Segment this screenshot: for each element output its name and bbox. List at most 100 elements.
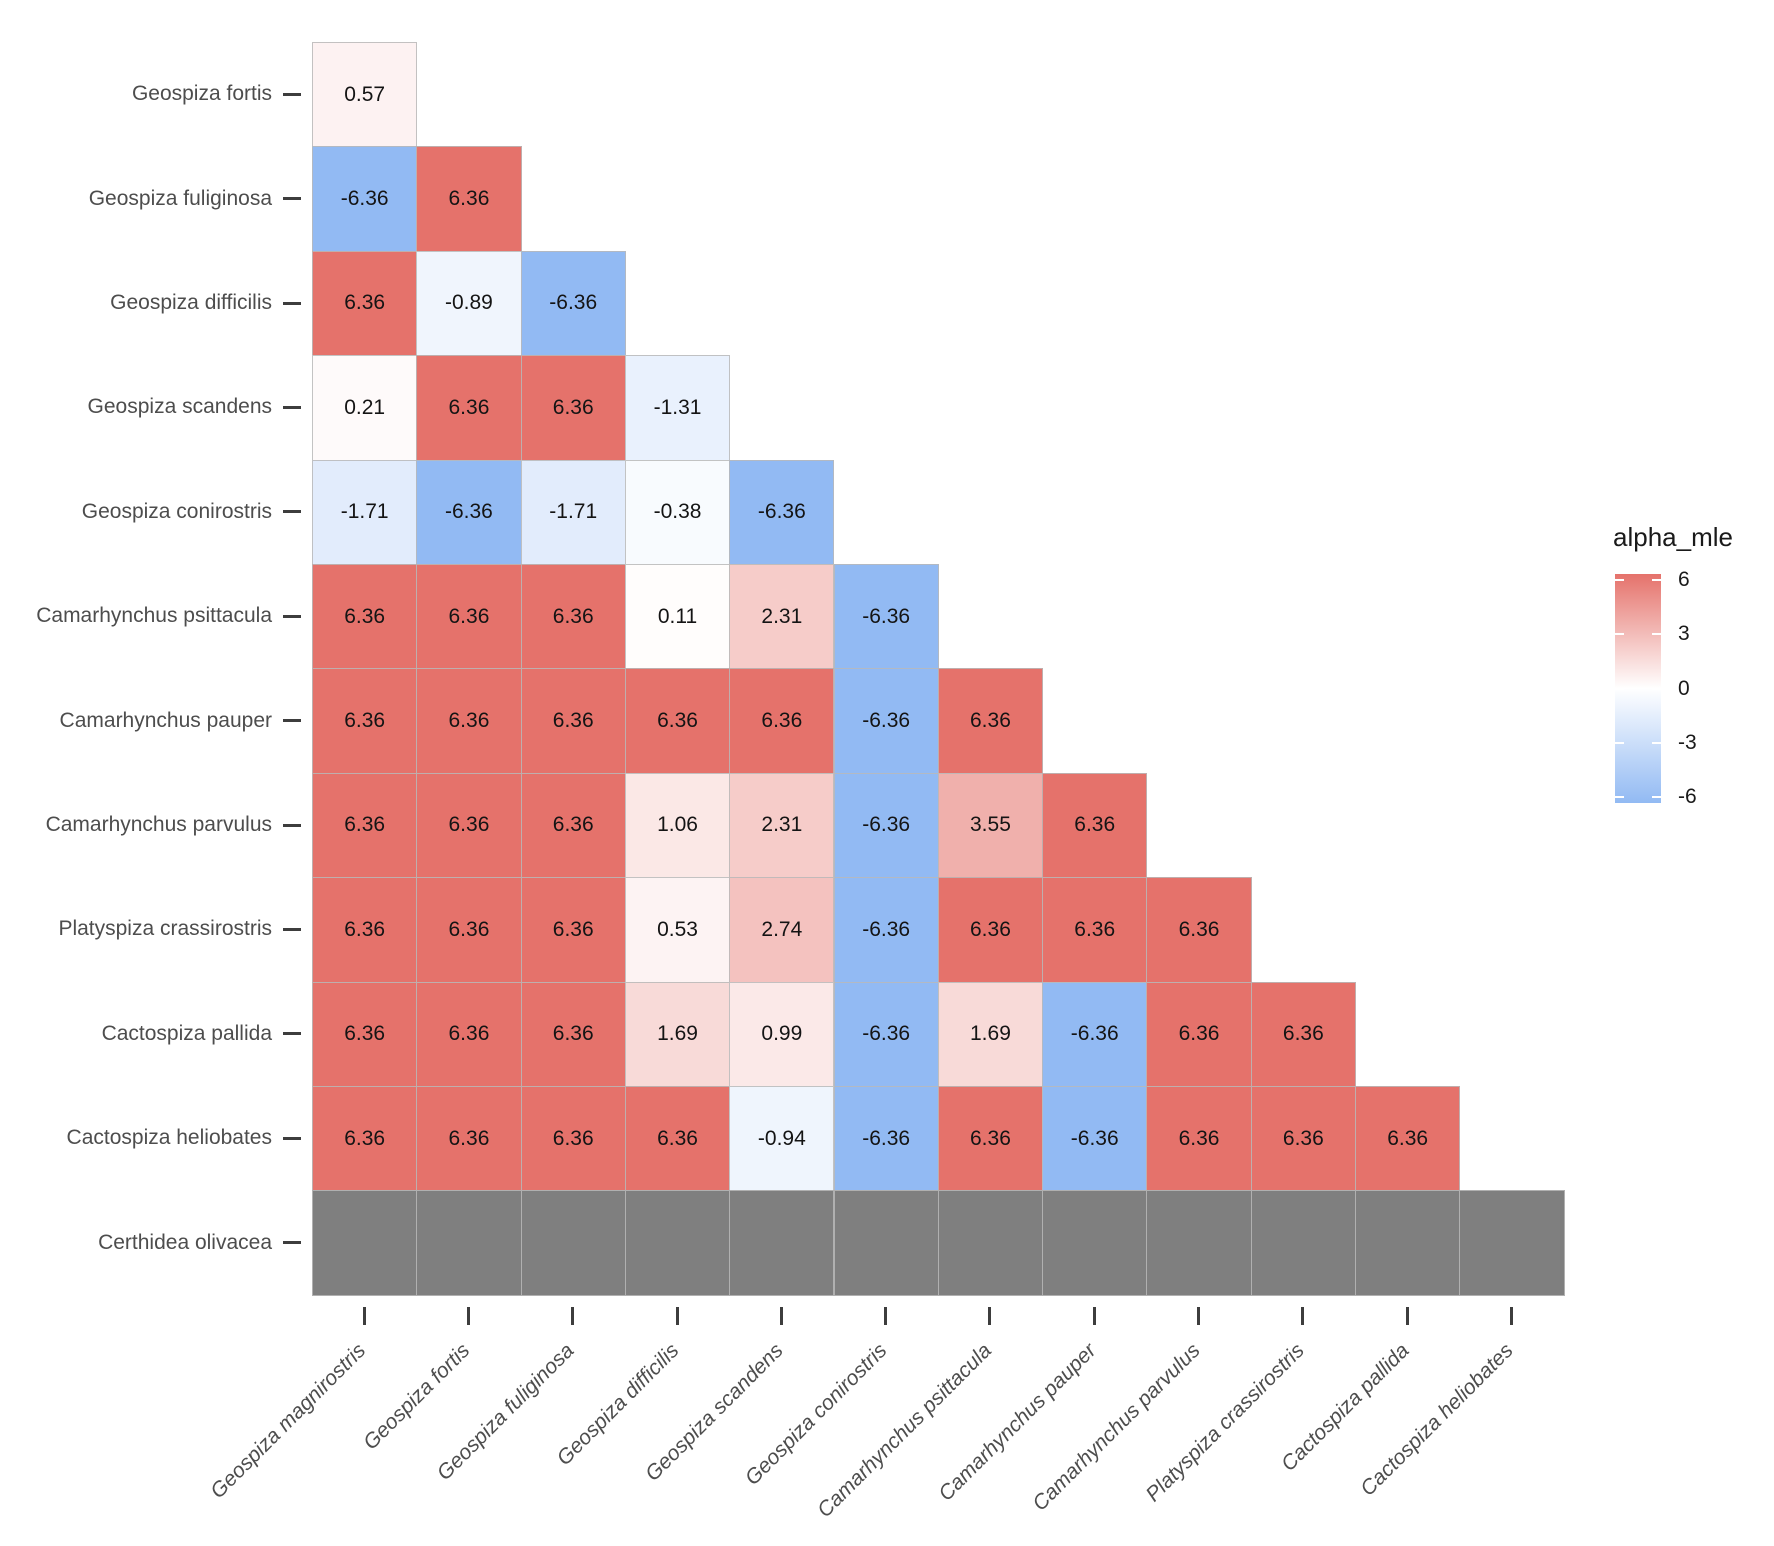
heatmap-cell: -0.38 xyxy=(624,459,731,565)
heatmap-cell: -0.89 xyxy=(416,250,522,357)
heatmap-cell xyxy=(1042,1190,1148,1296)
heatmap-cell: 6.36 xyxy=(520,1086,626,1192)
heatmap-cell: 0.57 xyxy=(312,42,418,148)
heatmap-cell: 6.36 xyxy=(520,564,626,670)
heatmap-cell: 0.11 xyxy=(624,564,731,670)
x-axis-tick xyxy=(1509,1306,1513,1325)
legend-title: alpha_mle xyxy=(1613,522,1733,552)
y-axis-label: Camarhynchus parvulus xyxy=(45,813,272,836)
heatmap-cell: -6.36 xyxy=(833,772,939,879)
heatmap-cell: 6.36 xyxy=(312,668,418,774)
heatmap-cell: 6.36 xyxy=(1146,1086,1252,1192)
y-axis-label: Certhidea olivacea xyxy=(98,1230,272,1254)
x-axis-tick xyxy=(884,1306,888,1325)
heatmap-cell: 6.36 xyxy=(1250,1086,1356,1192)
heatmap-cell: -6.36 xyxy=(833,1086,939,1192)
heatmap-cell: -6.36 xyxy=(312,146,418,252)
heatmap-cell: 6.36 xyxy=(520,877,626,983)
heatmap-cell: 6.36 xyxy=(416,146,522,252)
legend-colorbar-tick xyxy=(1652,795,1661,798)
heatmap-cell: -6.36 xyxy=(729,459,835,565)
x-axis-tick xyxy=(1405,1306,1409,1325)
y-axis-tick xyxy=(283,197,301,201)
legend-colorbar-tick xyxy=(1615,795,1624,798)
heatmap-cell xyxy=(937,1190,1044,1296)
heatmap-cell: 6.36 xyxy=(312,564,418,670)
heatmap-cell: -6.36 xyxy=(833,564,939,670)
y-axis-tick xyxy=(283,1136,301,1140)
heatmap-cell: 1.69 xyxy=(624,981,731,1087)
legend-colorbar-tick xyxy=(1615,633,1624,636)
heatmap-cell: 6.36 xyxy=(1146,981,1252,1087)
heatmap-cell: -6.36 xyxy=(1042,981,1148,1087)
heatmap-cell xyxy=(1146,1190,1252,1296)
y-axis-tick xyxy=(283,301,301,305)
y-axis-label: Platyspiza crassirostris xyxy=(58,917,272,941)
heatmap-cell: 6.36 xyxy=(520,772,626,879)
heatmap-cell: 3.55 xyxy=(937,772,1044,879)
heatmap-cell: 6.36 xyxy=(416,1086,522,1192)
heatmap-cell: 6.36 xyxy=(312,250,418,357)
heatmap-cell: 6.36 xyxy=(416,564,522,670)
heatmap-cell: 6.36 xyxy=(624,1086,731,1192)
heatmap-cell: 6.36 xyxy=(1042,877,1148,983)
x-axis-tick xyxy=(362,1306,366,1325)
heatmap-cell: -1.71 xyxy=(520,459,626,565)
heatmap-cell: -1.71 xyxy=(312,459,418,565)
heatmap-cell: -6.36 xyxy=(833,668,939,774)
heatmap-cell: -6.36 xyxy=(833,877,939,983)
legend-tick-label: 6 xyxy=(1678,568,1690,592)
heatmap-cell: 2.31 xyxy=(729,772,835,879)
legend-colorbar-tick xyxy=(1615,687,1624,690)
heatmap-cell: 6.36 xyxy=(520,981,626,1087)
heatmap-cell: 6.36 xyxy=(1250,981,1356,1087)
heatmap-cell: 6.36 xyxy=(312,981,418,1087)
heatmap-cell: 6.36 xyxy=(624,668,731,774)
heatmap-cell: 6.36 xyxy=(312,1086,418,1192)
heatmap-cell xyxy=(416,1190,522,1296)
heatmap-cell: 6.36 xyxy=(937,1086,1044,1192)
heatmap-cell: 6.36 xyxy=(1042,772,1148,879)
legend-colorbar-tick xyxy=(1652,579,1661,582)
y-axis-tick xyxy=(283,614,301,618)
legend-tick-label: -3 xyxy=(1678,730,1697,754)
heatmap-cell: -6.36 xyxy=(833,981,939,1087)
y-axis-tick xyxy=(283,719,301,723)
legend-colorbar-tick xyxy=(1652,741,1661,744)
heatmap-cell: 6.36 xyxy=(312,772,418,879)
y-axis-tick xyxy=(283,1032,301,1036)
heatmap-cell xyxy=(729,1190,835,1296)
y-axis-label: Geospiza difficilis xyxy=(110,291,272,314)
heatmap-cell: 6.36 xyxy=(416,772,522,879)
x-axis-tick xyxy=(1301,1306,1305,1325)
heatmap-cell: 0.21 xyxy=(312,355,418,461)
x-axis-tick xyxy=(675,1306,679,1325)
x-axis-tick xyxy=(988,1306,992,1325)
x-axis-tick xyxy=(779,1306,783,1325)
legend-tick-label: 0 xyxy=(1678,676,1690,700)
y-axis-tick xyxy=(283,927,301,931)
heatmap-cell: 6.36 xyxy=(416,668,522,774)
legend-colorbar-tick xyxy=(1615,579,1624,582)
heatmap-cell: 6.36 xyxy=(1146,877,1252,983)
heatmap-cell xyxy=(1250,1190,1356,1296)
heatmap-cell: 6.36 xyxy=(416,981,522,1087)
heatmap-cell: 0.99 xyxy=(729,981,835,1087)
y-axis-tick xyxy=(283,823,301,827)
heatmap-cell: 6.36 xyxy=(937,668,1044,774)
legend-tick-label: 3 xyxy=(1678,622,1690,646)
heatmap-cell: 6.36 xyxy=(312,877,418,983)
y-axis-tick xyxy=(283,92,301,96)
y-axis-label: Geospiza conirostris xyxy=(81,499,272,523)
heatmap-cell: 6.36 xyxy=(937,877,1044,983)
heatmap-cell xyxy=(1355,1190,1461,1296)
heatmap-cell: 6.36 xyxy=(729,668,835,774)
x-axis-tick xyxy=(1092,1306,1096,1325)
y-axis-tick xyxy=(283,510,301,514)
y-axis-label: Cactospiza pallida xyxy=(101,1021,272,1045)
heatmap-cell xyxy=(624,1190,731,1296)
heatmap-cell xyxy=(312,1190,418,1296)
y-axis-label: Cactospiza heliobates xyxy=(66,1126,272,1150)
heatmap-cell: 6.36 xyxy=(520,355,626,461)
